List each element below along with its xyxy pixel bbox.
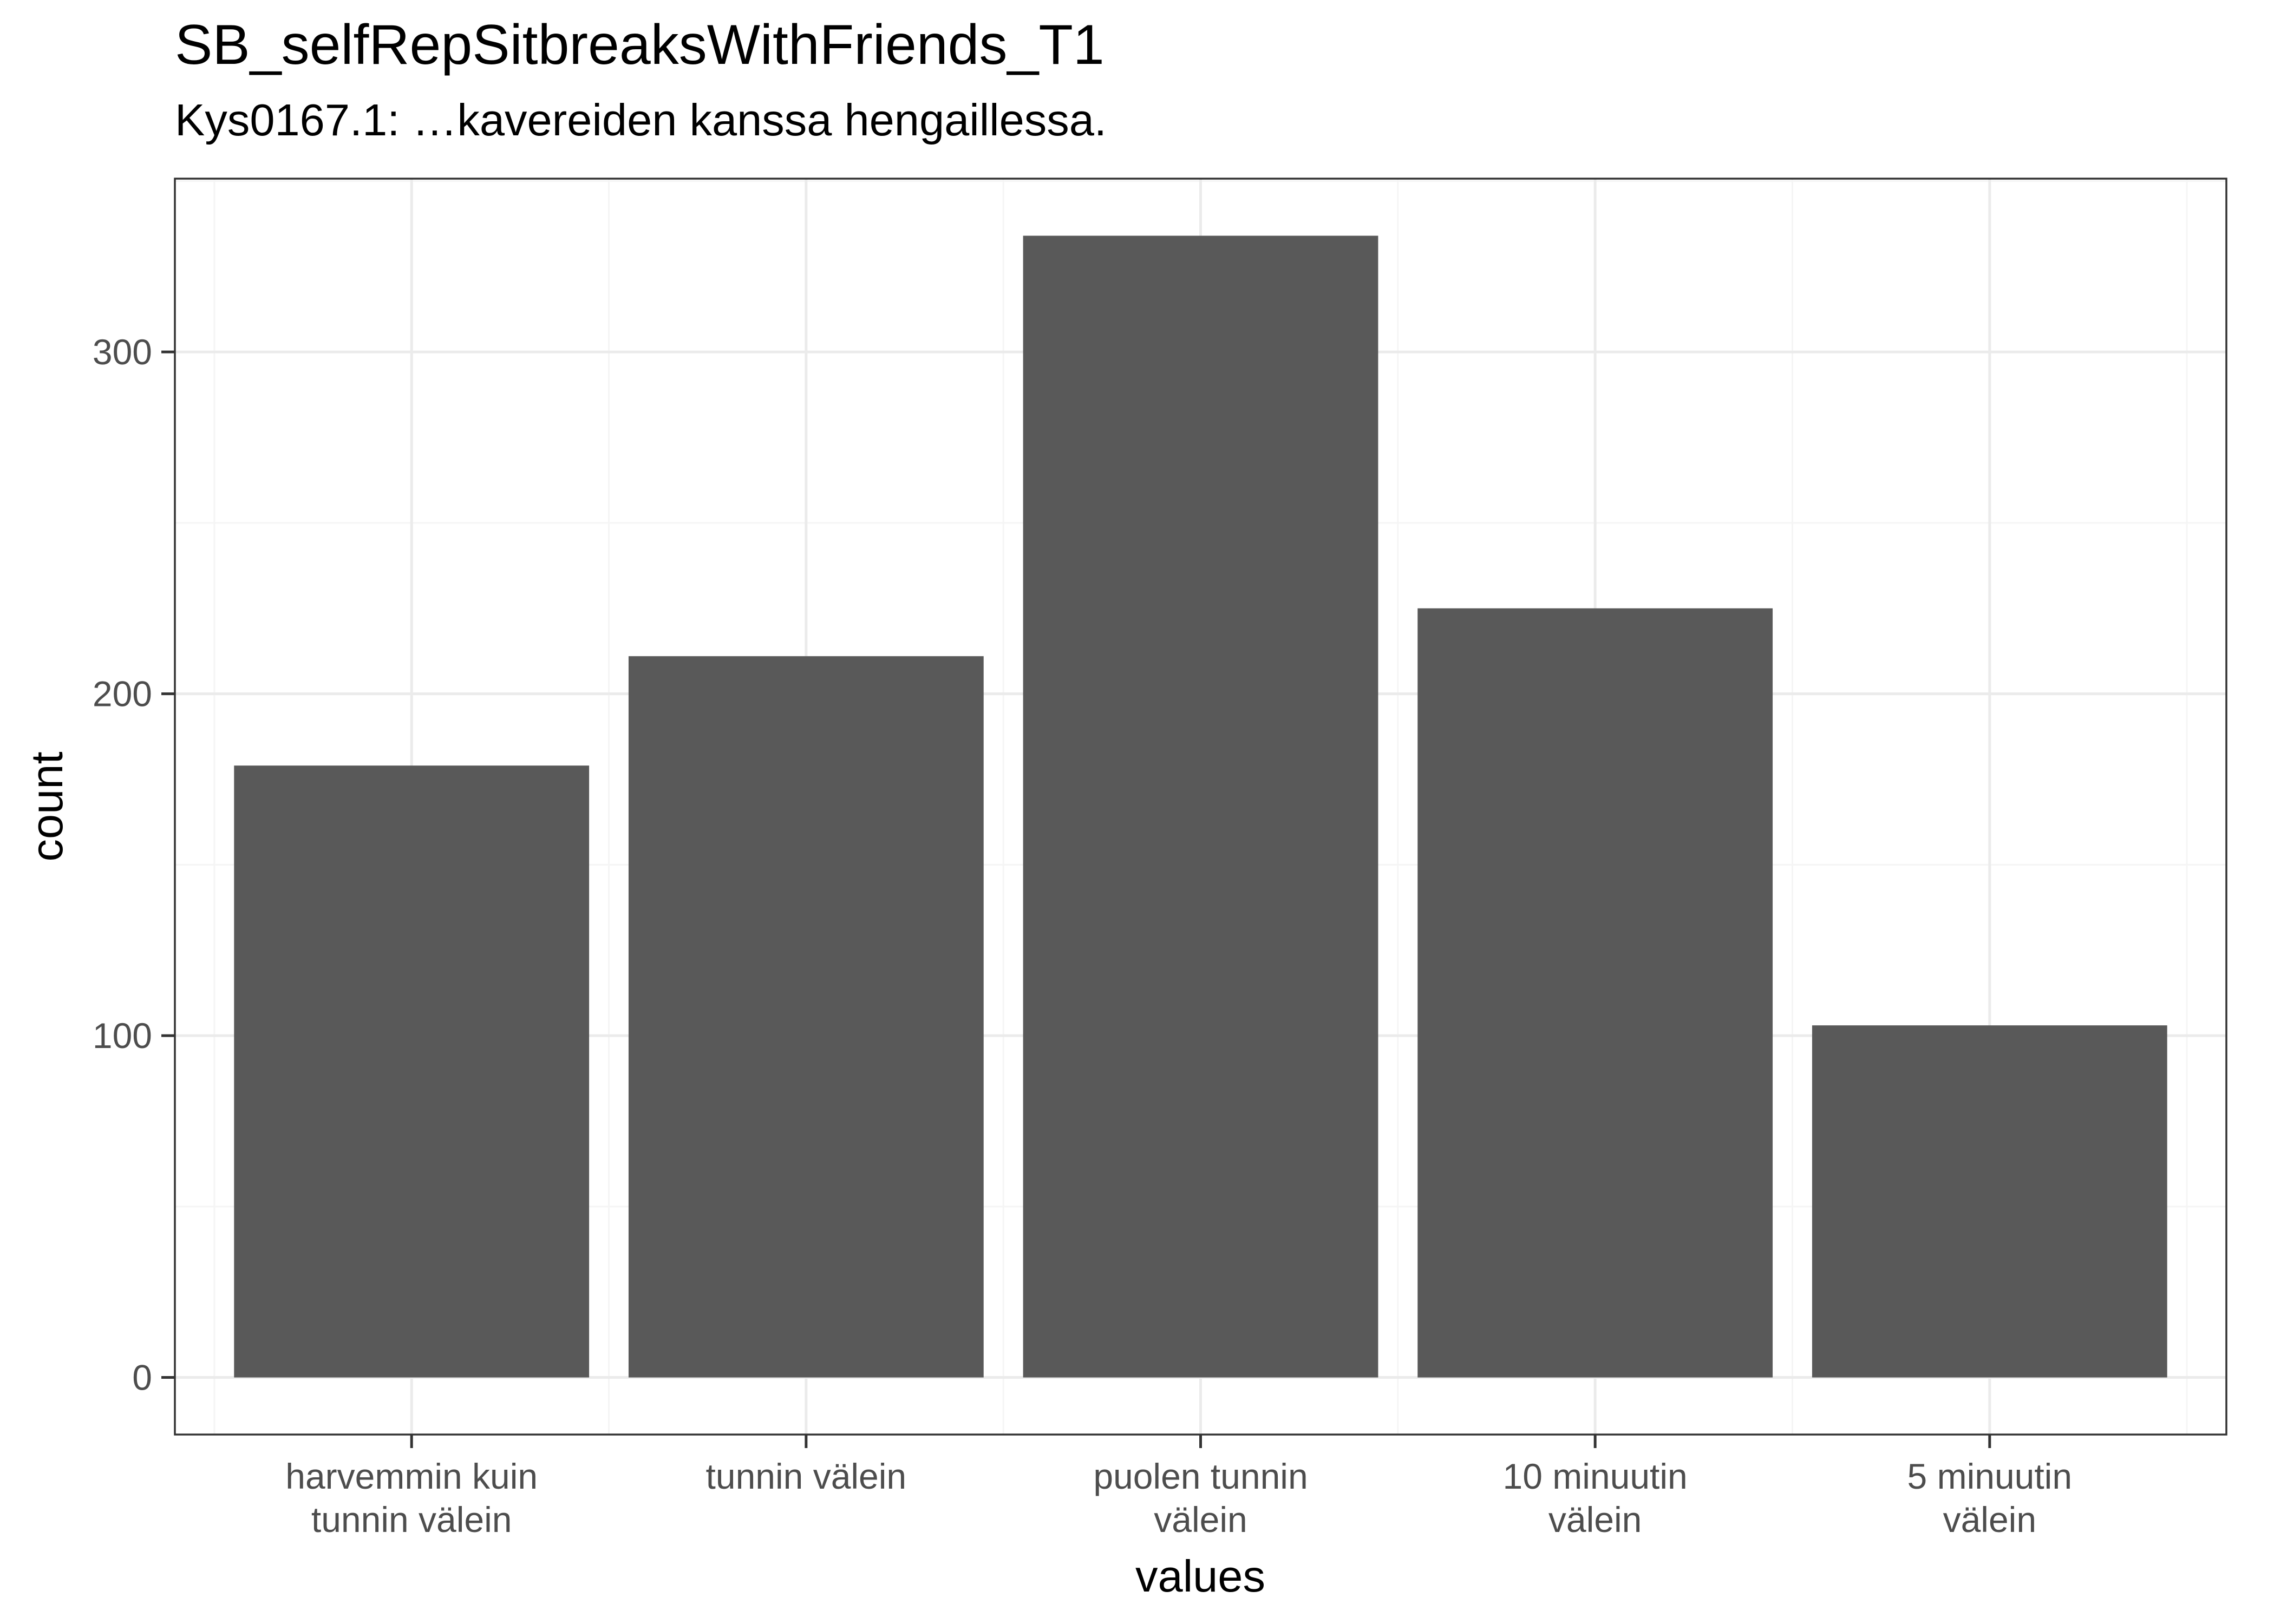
x-tick-label-line: tunnin välein	[706, 1456, 907, 1496]
x-tick-label: tunnin välein	[706, 1456, 907, 1496]
bar-3	[1417, 608, 1773, 1378]
x-tick-label: 5 minuutin välein	[1907, 1456, 2073, 1540]
bar-2	[1023, 235, 1378, 1378]
y-axis: 0 100 200 300	[93, 332, 175, 1398]
x-tick-label-line: harvemmin kuin	[285, 1456, 538, 1496]
bar-0	[234, 765, 590, 1378]
y-tick-label: 100	[93, 1016, 152, 1056]
x-tick-label-line: puolen tunnin	[1093, 1456, 1308, 1496]
y-tick-label: 0	[132, 1358, 152, 1398]
chart-title: SB_selfRepSitbreaksWithFriends_T1	[175, 14, 1105, 76]
x-tick-label-line: 5 minuutin	[1907, 1456, 2073, 1496]
x-axis-title: values	[1135, 1551, 1265, 1601]
x-tick-label-line: välein	[1154, 1499, 1247, 1540]
x-tick-label: puolen tunnin välein	[1093, 1456, 1308, 1540]
x-tick-label-line: välein	[1943, 1499, 2036, 1540]
x-tick-label: harvemmin kuin tunnin välein	[285, 1456, 538, 1540]
x-tick-label-line: välein	[1548, 1499, 1642, 1540]
bar-1	[628, 656, 984, 1378]
chart-subtitle: Kys0167.1: …kavereiden kanssa hengailles…	[175, 95, 1107, 145]
bars	[234, 235, 2167, 1378]
bar-4	[1812, 1025, 2167, 1378]
y-tick-label: 200	[93, 674, 152, 714]
x-tick-label-line: tunnin välein	[311, 1499, 512, 1540]
x-tick-label-line: 10 minuutin	[1503, 1456, 1688, 1496]
x-tick-label: 10 minuutin välein	[1503, 1456, 1688, 1540]
y-axis-title: count	[22, 751, 72, 861]
y-tick-label: 300	[93, 332, 152, 372]
